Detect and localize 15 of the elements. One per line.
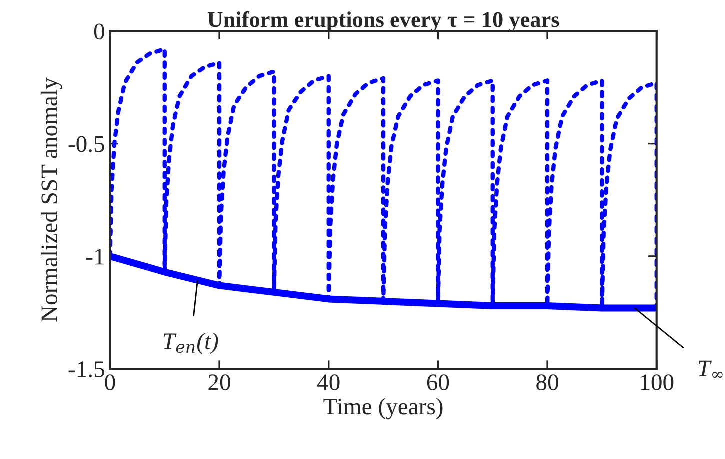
y-axis-title: Normalized SST anomaly [40,78,62,322]
x-tick-label: 40 [318,374,340,391]
annotation: T$_{en}$(t) [164,332,218,354]
x-tick-label: 80 [536,374,558,391]
y-tick-label: -1.5 [68,362,104,378]
x-tick-label: 60 [427,374,450,391]
y-tick-label: 0 [94,24,104,40]
x-tick-label: 0 [105,374,116,391]
x-tick-label: 100 [641,374,674,391]
y-tick-label: -0.5 [68,136,104,152]
x-tick-label: 20 [208,374,230,391]
annotation: T$_{∞}$ [698,360,723,378]
y-tick-label: -1 [86,249,104,265]
x-axis-title: Time (years) [324,398,443,420]
chart-title: Uniform eruptions every τ = 10 years [208,11,560,32]
